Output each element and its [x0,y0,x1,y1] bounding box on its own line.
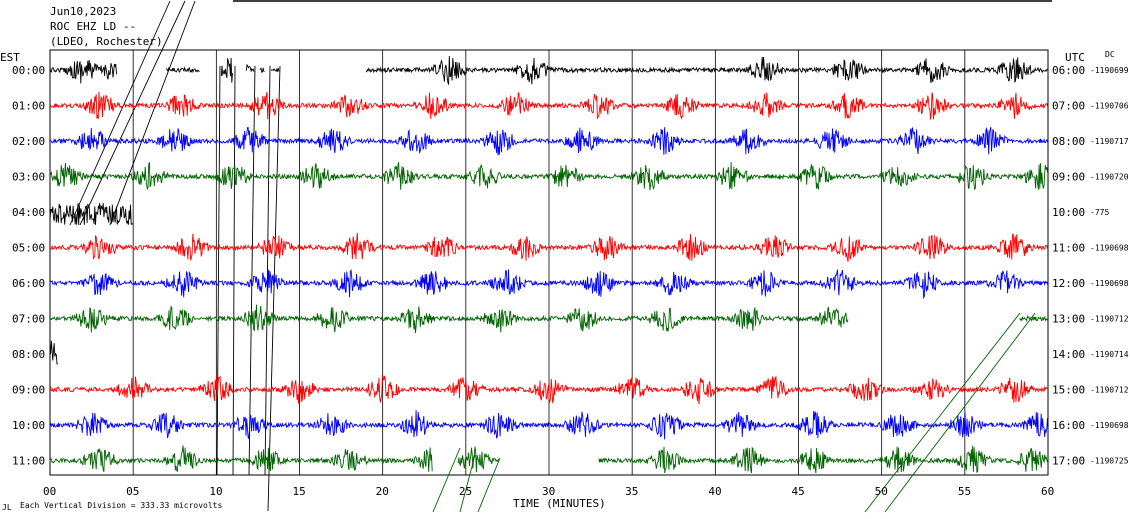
dc-offset-label: -1190698 [1090,279,1129,288]
overflow-line [232,65,236,476]
x-tick-label: 40 [708,485,721,498]
seismic-trace [220,57,233,83]
est-hour-label: 10:00 [12,419,45,432]
overflow-line [69,0,171,226]
station-label: ROC EHZ LD -- [50,20,136,33]
overflow-line [267,65,281,512]
est-hour-label: 03:00 [12,171,45,184]
est-hour-label: 08:00 [12,348,45,361]
utc-hour-label: 11:00 [1052,242,1085,255]
seismic-trace [49,410,1048,440]
dc-offset-label: -1190725 [1090,457,1129,466]
seismic-trace [49,340,59,365]
vertical-grid [132,50,966,475]
est-hour-label: 00:00 [12,64,45,77]
seismic-trace [165,66,200,74]
dc-offset-label: -1190699 [1090,66,1129,75]
x-tick-label: 30 [542,485,555,498]
network-label: (LDEO, Rochester) [50,35,163,48]
overflow-line [248,65,256,476]
seismic-trace [598,445,1049,474]
x-tick-label: 15 [293,485,306,498]
est-hour-label: 04:00 [12,206,45,219]
utc-hour-label: 10:00 [1052,206,1085,219]
seismic-trace [1019,315,1049,323]
utc-hour-label: 14:00 [1052,348,1085,361]
overflow-line [264,65,271,476]
seismic-trace [49,203,133,225]
x-tick-labels: 00 05 10 15 20 25 30 35 40 45 50 55 60 [43,485,1054,498]
x-tick-label: 50 [875,485,888,498]
seismic-trace [49,232,1048,262]
dc-offset-label: -1190698 [1090,421,1129,430]
seismic-trace [49,59,117,84]
dc-offset-label: -1190712 [1090,386,1129,395]
x-tick-label: 20 [376,485,389,498]
est-hour-label: 06:00 [12,277,45,290]
date-label: Jun10,2023 [50,5,116,18]
overflow-line [864,312,1021,513]
utc-hour-label: 09:00 [1052,171,1085,184]
utc-hour-label: 15:00 [1052,384,1085,397]
overflow-line [216,65,221,476]
seismic-trace [457,446,500,473]
overflow-line [432,447,461,513]
seismic-trace [270,67,280,73]
dc-offset-label: -1190717 [1090,137,1129,146]
x-tick-label: 25 [459,485,472,498]
x-axis-title: TIME (MINUTES) [513,497,606,510]
x-tick-label: 45 [792,485,805,498]
overflow-line [884,312,1036,513]
scale-footnote: Each Vertical Division = 333.33 microvol… [20,501,222,510]
dc-offset-label: -775 [1090,208,1109,217]
seismic-trace [49,374,1048,405]
dc-offset-label: -1190714 [1090,350,1129,359]
seismic-trace [49,304,849,334]
x-tick-label: 10 [209,485,222,498]
seismic-trace [245,63,255,72]
est-label: EST [0,51,20,64]
utc-hour-label: 08:00 [1052,135,1085,148]
x-tick-label: 60 [1041,485,1054,498]
dc-label: DC [1105,50,1115,59]
overflow-line [477,457,501,513]
x-tick-label: 35 [625,485,638,498]
diagonal-artifacts [69,0,1036,513]
overflow-line [109,0,196,226]
utc-hour-label: 07:00 [1052,100,1085,113]
seismic-trace [365,55,1048,85]
seismic-trace [49,268,1048,300]
est-hour-label: 07:00 [12,313,45,326]
utc-hour-label: 13:00 [1052,313,1085,326]
corner-mark: JL [2,503,12,512]
overflow-line [79,0,186,226]
utc-hour-label: 12:00 [1052,277,1085,290]
est-hour-label: 01:00 [12,100,45,113]
utc-hour-label: 17:00 [1052,455,1085,468]
utc-hour-label: 06:00 [1052,64,1085,77]
utc-hour-label: 16:00 [1052,419,1085,432]
seismic-trace [49,91,1048,120]
seismic-trace [49,445,433,472]
dc-offset-label: -1190698 [1090,244,1129,253]
est-hour-label: 05:00 [12,242,45,255]
dc-offset-label: -1190712 [1090,315,1129,324]
x-tick-label: 00 [43,485,56,498]
est-hour-label: 02:00 [12,135,45,148]
dc-offset-label: -1190720 [1090,173,1129,182]
x-tick-label: 05 [126,485,139,498]
est-hour-label: 09:00 [12,384,45,397]
row-labels: 00:00 06:00 -1190699 01:00 07:00 -1190706 02:0… [12,64,1129,468]
seismic-trace [49,126,1048,156]
seismic-trace [49,161,1048,191]
trace-group [49,55,1049,474]
dc-offset-label: -1190706 [1090,102,1129,111]
est-hour-label: 11:00 [12,455,45,468]
seismic-trace [259,67,265,73]
x-tick-label: 55 [958,485,971,498]
utc-label: UTC [1065,51,1085,64]
